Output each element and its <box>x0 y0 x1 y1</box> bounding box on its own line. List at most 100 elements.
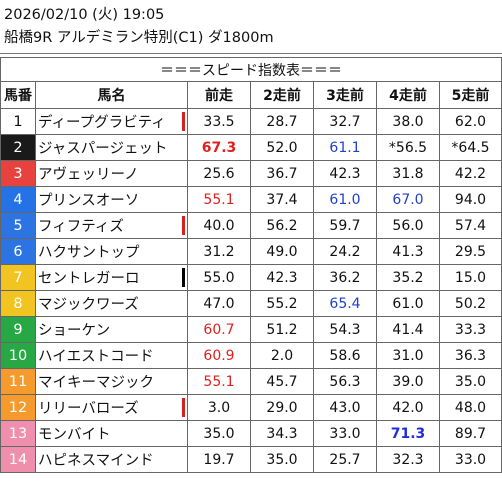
table-row: 1 ディープグラビティ 33.5 28.7 32.7 38.0 62.0 <box>0 108 502 135</box>
speed-index-race-2: 52.0 <box>250 134 314 161</box>
horse-name: ハクサントップ <box>38 245 140 261</box>
speed-index-race-1: 67.3 <box>187 134 251 161</box>
speed-index-race-3: 36.2 <box>313 264 377 291</box>
horse-number-cell: 9 <box>0 316 36 343</box>
horse-name-cell: マジックワーズ <box>35 290 188 317</box>
speed-index-race-3: 24.2 <box>313 238 377 265</box>
speed-index-race-1: 31.2 <box>187 238 251 265</box>
table-header-row: 馬番 馬名 前走 2走前 3走前 4走前 5走前 <box>0 81 502 109</box>
table-row: 11 マイキーマジック 55.1 45.7 56.3 39.0 35.0 <box>0 368 502 395</box>
speed-index-race-2: 28.7 <box>250 108 314 135</box>
speed-index-race-3: 61.0 <box>313 186 377 213</box>
horse-number-cell: 1 <box>0 108 36 135</box>
header-race-4: 4走前 <box>376 81 440 109</box>
horse-name: マジックワーズ <box>38 297 139 313</box>
horse-name: アヴェッリーノ <box>38 167 139 183</box>
speed-index-race-5: 35.0 <box>438 368 502 395</box>
speed-index-race-4: 39.0 <box>376 368 440 395</box>
speed-index-race-4: 31.8 <box>376 160 440 187</box>
speed-index-race-2: 34.3 <box>250 420 314 447</box>
speed-index-race-3: 33.0 <box>313 420 377 447</box>
table-row: 8 マジックワーズ 47.0 55.2 65.4 61.0 50.2 <box>0 290 502 317</box>
horse-name: セントレガーロ <box>38 271 140 287</box>
speed-index-race-2: 2.0 <box>250 342 314 369</box>
horse-number-cell: 2 <box>0 134 36 161</box>
horse-number-cell: 8 <box>0 290 36 317</box>
speed-index-race-1: 25.6 <box>187 160 251 187</box>
speed-index-race-3: 54.3 <box>313 316 377 343</box>
header-race-1: 前走 <box>187 81 251 109</box>
horse-number-cell: 5 <box>0 212 36 239</box>
speed-index-race-1: 55.1 <box>187 186 251 213</box>
speed-index-race-4: *56.5 <box>376 134 440 161</box>
speed-index-race-2: 45.7 <box>250 368 314 395</box>
speed-index-race-1: 60.9 <box>187 342 251 369</box>
speed-index-race-3: 42.3 <box>313 160 377 187</box>
horse-number-cell: 11 <box>0 368 36 395</box>
speed-index-race-3: 61.1 <box>313 134 377 161</box>
speed-index-race-5: 29.5 <box>438 238 502 265</box>
horse-name-cell: リリーバローズ <box>35 394 188 421</box>
table-row: 6 ハクサントップ 31.2 49.0 24.2 41.3 29.5 <box>0 238 502 265</box>
marker-bar <box>182 112 185 131</box>
speed-index-race-4: 71.3 <box>376 420 440 447</box>
horse-number-cell: 13 <box>0 420 36 447</box>
speed-index-race-1: 55.0 <box>187 264 251 291</box>
horse-name-cell: マイキーマジック <box>35 368 188 395</box>
speed-index-race-5: 62.0 <box>438 108 502 135</box>
marker-bar <box>182 398 185 417</box>
marker-bar <box>182 268 185 287</box>
speed-index-race-4: 41.4 <box>376 316 440 343</box>
speed-index-race-4: 32.3 <box>376 446 440 473</box>
table-row: 3 アヴェッリーノ 25.6 36.7 42.3 31.8 42.2 <box>0 160 502 187</box>
table-row: 7 セントレガーロ 55.0 42.3 36.2 35.2 15.0 <box>0 264 502 291</box>
table-row: 14 ハピネスマインド 19.7 35.0 25.7 32.3 33.0 <box>0 446 502 473</box>
speed-index-race-1: 60.7 <box>187 316 251 343</box>
horse-name: モンバイト <box>38 427 111 443</box>
speed-index-race-4: 42.0 <box>376 394 440 421</box>
horse-name-cell: ディープグラビティ <box>35 108 188 135</box>
horse-name: ジャスパージェット <box>38 141 168 157</box>
horse-name: ハイエストコード <box>38 349 154 365</box>
horse-name-cell: ジャスパージェット <box>35 134 188 161</box>
speed-index-race-2: 37.4 <box>250 186 314 213</box>
speed-index-race-4: 38.0 <box>376 108 440 135</box>
horse-name-cell: フィフティズ <box>35 212 188 239</box>
table-row: 5 フィフティズ 40.0 56.2 59.7 56.0 57.4 <box>0 212 502 239</box>
speed-index-race-1: 55.1 <box>187 368 251 395</box>
horse-name: ショーケン <box>38 323 111 339</box>
horse-name: ディープグラビティ <box>38 115 166 131</box>
speed-index-race-5: 89.7 <box>438 420 502 447</box>
speed-index-race-5: 57.4 <box>438 212 502 239</box>
horse-name: プリンスオーソ <box>38 193 140 209</box>
speed-index-race-3: 56.3 <box>313 368 377 395</box>
table-row: 9 ショーケン 60.7 51.2 54.3 41.4 33.3 <box>0 316 502 343</box>
speed-index-race-4: 35.2 <box>376 264 440 291</box>
horse-number-cell: 14 <box>0 446 36 473</box>
speed-index-race-2: 35.0 <box>250 446 314 473</box>
speed-index-race-1: 35.0 <box>187 420 251 447</box>
speed-index-race-3: 32.7 <box>313 108 377 135</box>
table-row: 4 プリンスオーソ 55.1 37.4 61.0 67.0 94.0 <box>0 186 502 213</box>
marker-bar <box>182 216 185 235</box>
header-race-3: 3走前 <box>313 81 377 109</box>
race-date-time: 2026/02/10 (火) 19:05 <box>4 7 165 23</box>
speed-index-race-5: 15.0 <box>438 264 502 291</box>
header-horse-number: 馬番 <box>0 81 36 109</box>
speed-index-race-5: 50.2 <box>438 290 502 317</box>
speed-index-race-5: 33.3 <box>438 316 502 343</box>
speed-index-race-2: 55.2 <box>250 290 314 317</box>
horse-name: ハピネスマインド <box>38 453 154 469</box>
speed-index-race-2: 56.2 <box>250 212 314 239</box>
horse-number-cell: 12 <box>0 394 36 421</box>
speed-index-race-3: 43.0 <box>313 394 377 421</box>
horse-name: リリーバローズ <box>38 401 139 417</box>
speed-index-race-1: 40.0 <box>187 212 251 239</box>
horse-number-cell: 6 <box>0 238 36 265</box>
speed-index-race-1: 33.5 <box>187 108 251 135</box>
speed-index-race-3: 59.7 <box>313 212 377 239</box>
speed-index-race-3: 58.6 <box>313 342 377 369</box>
speed-index-race-2: 29.0 <box>250 394 314 421</box>
speed-index-race-2: 36.7 <box>250 160 314 187</box>
horse-number-cell: 7 <box>0 264 36 291</box>
